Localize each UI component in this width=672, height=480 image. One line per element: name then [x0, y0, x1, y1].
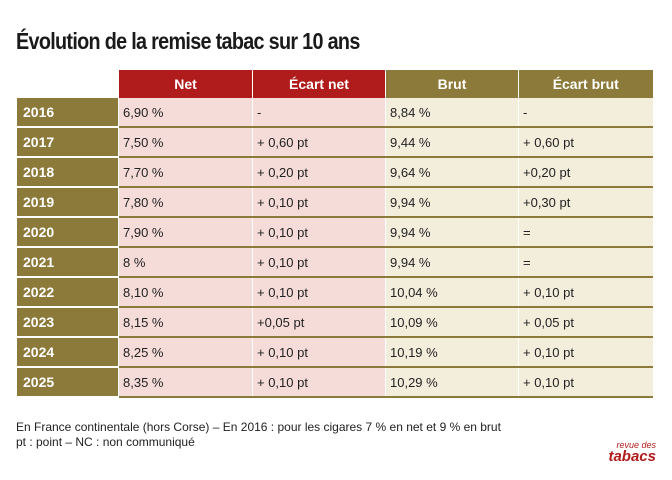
value-cell: + 0,60 pt: [518, 127, 653, 158]
value-cell: + 0,20 pt: [252, 157, 386, 188]
note: pt : point – NC : non communiqué: [16, 435, 195, 449]
value-cell: + 0,60 pt: [252, 127, 386, 158]
year-cell: 2023: [16, 307, 119, 338]
value-cell: 9,44 %: [385, 127, 519, 158]
column-header: Net: [118, 70, 253, 98]
value-cell: =: [518, 247, 653, 278]
value-cell: 8,15 %: [118, 307, 253, 338]
year-cell: 2019: [16, 187, 119, 218]
value-cell: + 0,10 pt: [252, 337, 386, 368]
value-cell: 10,19 %: [385, 337, 519, 368]
table: Net Écart net Brut Écart brut 2016 6,90 % -8,…: [16, 70, 653, 398]
header-blank: [16, 70, 119, 98]
value-cell: 8,35 %: [118, 367, 253, 398]
year-cell: 2021: [16, 247, 119, 278]
year-cell: 2022: [16, 277, 119, 308]
value-cell: + 0,10 pt: [518, 337, 653, 368]
value-cell: -: [252, 98, 386, 128]
year-cell: 2025: [16, 367, 119, 398]
table-row: 2017 7,50 % + 0,60 pt 9,44 % + 0,60 pt: [16, 127, 653, 158]
notes: En France continentale (hors Corse) – En…: [16, 420, 501, 450]
table-row: 2020 7,90 % + 0,10 pt 9,94 % =: [16, 217, 653, 248]
value-cell: 10,09 %: [385, 307, 519, 338]
value-cell: 8,10 %: [118, 277, 253, 308]
value-cell: + 0,10 pt: [518, 367, 653, 398]
value-cell: 9,94 %: [385, 187, 519, 218]
value-cell: 6,90 %: [118, 98, 253, 128]
value-cell: + 0,10 pt: [252, 187, 386, 218]
column-header: Écart brut: [518, 70, 653, 98]
value-cell: =: [518, 217, 653, 248]
value-cell: 9,94 %: [385, 217, 519, 248]
column-header: Écart net: [252, 70, 386, 98]
value-cell: + 0,10 pt: [252, 217, 386, 248]
year-cell: 2024: [16, 337, 119, 368]
table-row: 2019 7,80 % + 0,10 pt 9,94 % +0,30 pt: [16, 187, 653, 218]
header-row: Net Écart net Brut Écart brut: [16, 70, 653, 98]
value-cell: -: [518, 98, 653, 128]
logo: revue des tabacs: [608, 440, 656, 465]
table-row: 2024 8,25 % + 0,10 pt 10,19 % + 0,10 pt: [16, 337, 653, 368]
value-cell: +0,20 pt: [518, 157, 653, 188]
value-cell: 9,94 %: [385, 247, 519, 278]
value-cell: +0,05 pt: [252, 307, 386, 338]
value-cell: 7,50 %: [118, 127, 253, 158]
title: Évolution de la remise tabac sur 10 ans: [16, 28, 360, 54]
year-cell: 2018: [16, 157, 119, 188]
value-cell: + 0,10 pt: [252, 277, 386, 308]
value-cell: 7,90 %: [118, 217, 253, 248]
table-row: 2021 8 % + 0,10 pt 9,94 % =: [16, 247, 653, 278]
value-cell: + 0,10 pt: [252, 247, 386, 278]
value-cell: + 0,10 pt: [252, 367, 386, 398]
value-cell: 8,84 %: [385, 98, 519, 128]
year-cell: 2016: [16, 98, 119, 128]
year-cell: 2020: [16, 217, 119, 248]
value-cell: + 0,05 pt: [518, 307, 653, 338]
value-cell: 8 %: [118, 247, 253, 278]
column-header: Brut: [385, 70, 519, 98]
value-cell: 7,80 %: [118, 187, 253, 218]
value-cell: 10,29 %: [385, 367, 519, 398]
value-cell: 10,04 %: [385, 277, 519, 308]
value-cell: 7,70 %: [118, 157, 253, 188]
value-cell: +0,30 pt: [518, 187, 653, 218]
table-row: 2016 6,90 % -8,84 % -: [16, 98, 653, 128]
value-cell: + 0,10 pt: [518, 277, 653, 308]
value-cell: 8,25 %: [118, 337, 253, 368]
logo-bottom: tabacs: [608, 448, 656, 465]
value-cell: 9,64 %: [385, 157, 519, 188]
note: En France continentale (hors Corse) – En…: [16, 420, 501, 434]
year-cell: 2017: [16, 127, 119, 158]
logo-top: revue des: [616, 440, 656, 450]
table-row: 2022 8,10 % + 0,10 pt 10,04 % + 0,10 pt: [16, 277, 653, 308]
table-body: 2016 6,90 % -8,84 % -2017 7,50 % + 0,60 pt 9,4…: [16, 98, 653, 398]
table-row: 2025 8,35 % + 0,10 pt 10,29 % + 0,10 pt: [16, 367, 653, 398]
table-row: 2023 8,15 % +0,05 pt 10,09 % + 0,05 pt: [16, 307, 653, 338]
table-row: 2018 7,70 % + 0,20 pt 9,64 % +0,20 pt: [16, 157, 653, 188]
